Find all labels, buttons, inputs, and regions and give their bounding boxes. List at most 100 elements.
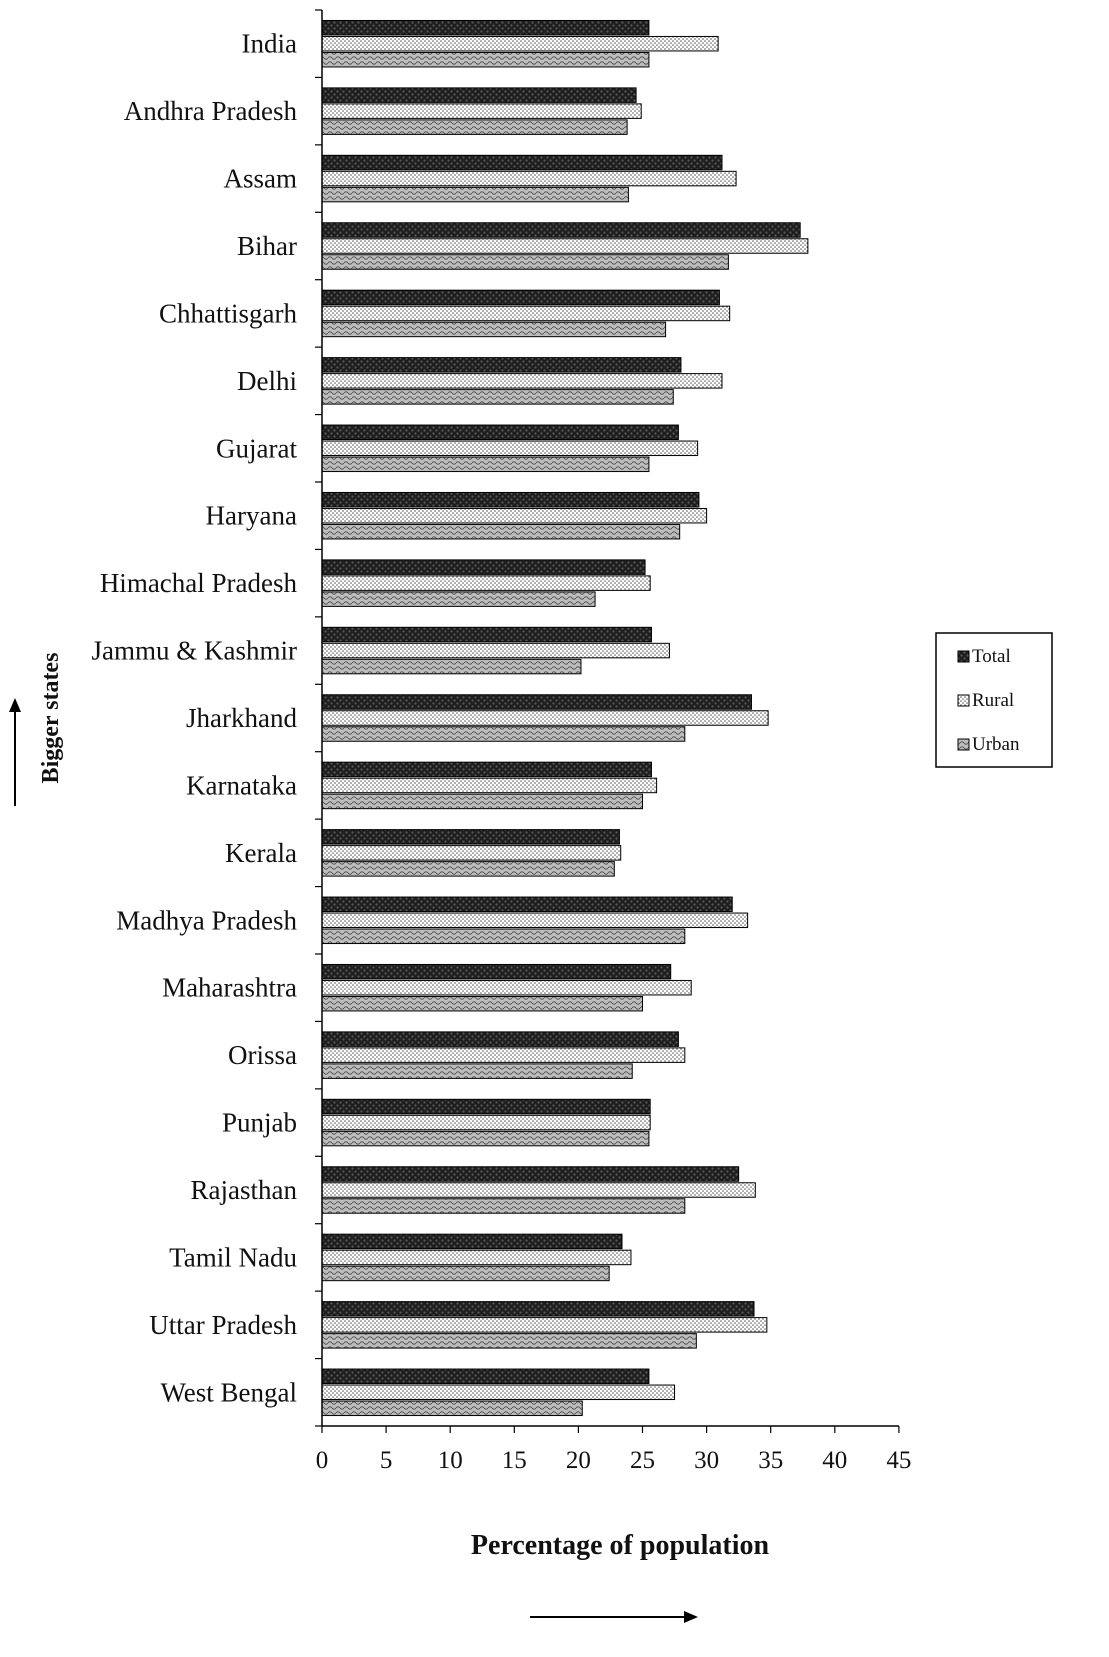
bar-urban-13 <box>321 928 686 945</box>
x-tick-label: 35 <box>758 1447 783 1474</box>
bar-total-10 <box>321 694 752 710</box>
bar-urban-0 <box>321 51 650 68</box>
bar-total-0 <box>321 19 650 36</box>
x-tick-label: 30 <box>694 1447 719 1474</box>
bar-total-13 <box>321 896 733 913</box>
bar-urban-20 <box>321 1400 583 1417</box>
bar-total-16 <box>321 1098 651 1115</box>
category-label: Punjab <box>222 1108 297 1138</box>
bar-urban-1 <box>321 119 628 135</box>
bar-rural-16 <box>321 1114 651 1131</box>
bar-rural-20 <box>321 1384 676 1401</box>
category-label: West Bengal <box>160 1377 297 1407</box>
x-tick-label: 15 <box>502 1447 527 1474</box>
bar-urban-7 <box>321 523 681 540</box>
bar-rural-2 <box>321 170 737 187</box>
x-tick-label: 25 <box>630 1447 655 1474</box>
bar-urban-8 <box>321 591 596 607</box>
legend-box <box>935 632 1053 768</box>
bar-rural-18 <box>321 1249 632 1266</box>
bar-urban-12 <box>321 861 615 877</box>
bar-rural-17 <box>321 1182 756 1198</box>
bar-total-5 <box>321 357 682 373</box>
bar-total-1 <box>321 87 637 103</box>
legend-swatch-urban <box>957 738 970 751</box>
bar-urban-6 <box>321 456 650 473</box>
legend-label-urban: Urban <box>972 734 1020 755</box>
category-label: Jammu & Kashmir <box>92 636 297 666</box>
bar-rural-1 <box>321 103 642 119</box>
category-label: Karnataka <box>186 770 297 800</box>
x-tick-label: 0 <box>316 1447 329 1474</box>
y-axis-arrow <box>9 698 21 806</box>
bar-total-4 <box>321 289 720 306</box>
bar-urban-4 <box>321 321 667 338</box>
bar-rural-15 <box>321 1047 686 1063</box>
legend-label-total: Total <box>972 646 1011 667</box>
category-label: Chhattisgarh <box>159 298 297 328</box>
bar-total-17 <box>321 1166 740 1182</box>
bar-urban-18 <box>321 1265 610 1282</box>
category-label: Haryana <box>206 501 297 531</box>
x-tick-label: 20 <box>566 1447 591 1474</box>
bar-total-19 <box>321 1301 755 1317</box>
category-label: Tamil Nadu <box>169 1242 297 1272</box>
bar-rural-8 <box>321 575 651 591</box>
bar-urban-17 <box>321 1198 686 1214</box>
legend: Total Rural Urban <box>935 632 1053 768</box>
bar-rural-0 <box>321 35 719 52</box>
category-label: Assam <box>224 164 298 194</box>
x-tick-label: 45 <box>886 1447 911 1474</box>
bar-urban-16 <box>321 1130 650 1147</box>
bar-rural-12 <box>321 845 622 861</box>
bar-total-15 <box>321 1031 679 1047</box>
bar-rural-3 <box>321 238 809 254</box>
bar-rural-11 <box>321 777 658 794</box>
category-label: Kerala <box>225 838 297 868</box>
bar-total-2 <box>321 154 723 171</box>
axes <box>315 9 900 1433</box>
bar-rural-10 <box>321 710 769 726</box>
bar-total-18 <box>321 1233 623 1250</box>
bar-total-9 <box>321 626 652 643</box>
bar-rural-7 <box>321 507 708 524</box>
bar-rural-6 <box>321 440 699 457</box>
category-label: Madhya Pradesh <box>116 905 297 935</box>
legend-label-rural: Rural <box>972 690 1014 711</box>
x-axis-title: Percentage of population <box>471 1530 770 1561</box>
bar-urban-9 <box>321 658 582 675</box>
bars-layer <box>321 19 809 1417</box>
bar-urban-5 <box>321 389 674 405</box>
category-label: Delhi <box>237 366 297 396</box>
bar-rural-14 <box>321 979 692 996</box>
x-tick-label: 10 <box>438 1447 463 1474</box>
bar-urban-19 <box>321 1333 697 1349</box>
x-tick-label: 5 <box>380 1447 393 1474</box>
category-label: Bihar <box>237 231 297 261</box>
category-label: Jharkhand <box>186 703 297 733</box>
category-label: Gujarat <box>216 433 297 463</box>
bar-rural-4 <box>321 305 731 322</box>
legend-swatch-rural <box>957 694 970 707</box>
bar-total-3 <box>321 222 801 238</box>
legend-swatch-total <box>957 650 970 663</box>
bar-urban-3 <box>321 254 729 270</box>
category-label: Maharashtra <box>162 973 297 1003</box>
category-label: Orissa <box>228 1040 297 1070</box>
category-label: Rajasthan <box>191 1175 298 1205</box>
bar-total-20 <box>321 1368 650 1385</box>
bar-total-6 <box>321 424 679 441</box>
bar-total-7 <box>321 491 700 508</box>
bar-total-11 <box>321 761 652 778</box>
x-tick-label: 40 <box>822 1447 847 1474</box>
bar-total-14 <box>321 963 672 980</box>
bar-total-12 <box>321 829 620 845</box>
category-label: Uttar Pradesh <box>149 1310 297 1340</box>
category-label: Himachal Pradesh <box>100 568 298 598</box>
bar-rural-9 <box>321 642 670 659</box>
bar-urban-2 <box>321 186 629 203</box>
bar-urban-11 <box>321 793 643 810</box>
y-axis-title: Bigger states <box>38 653 64 784</box>
x-tick-labels: 0 5 10 15 20 25 30 35 40 45 <box>316 1447 912 1474</box>
